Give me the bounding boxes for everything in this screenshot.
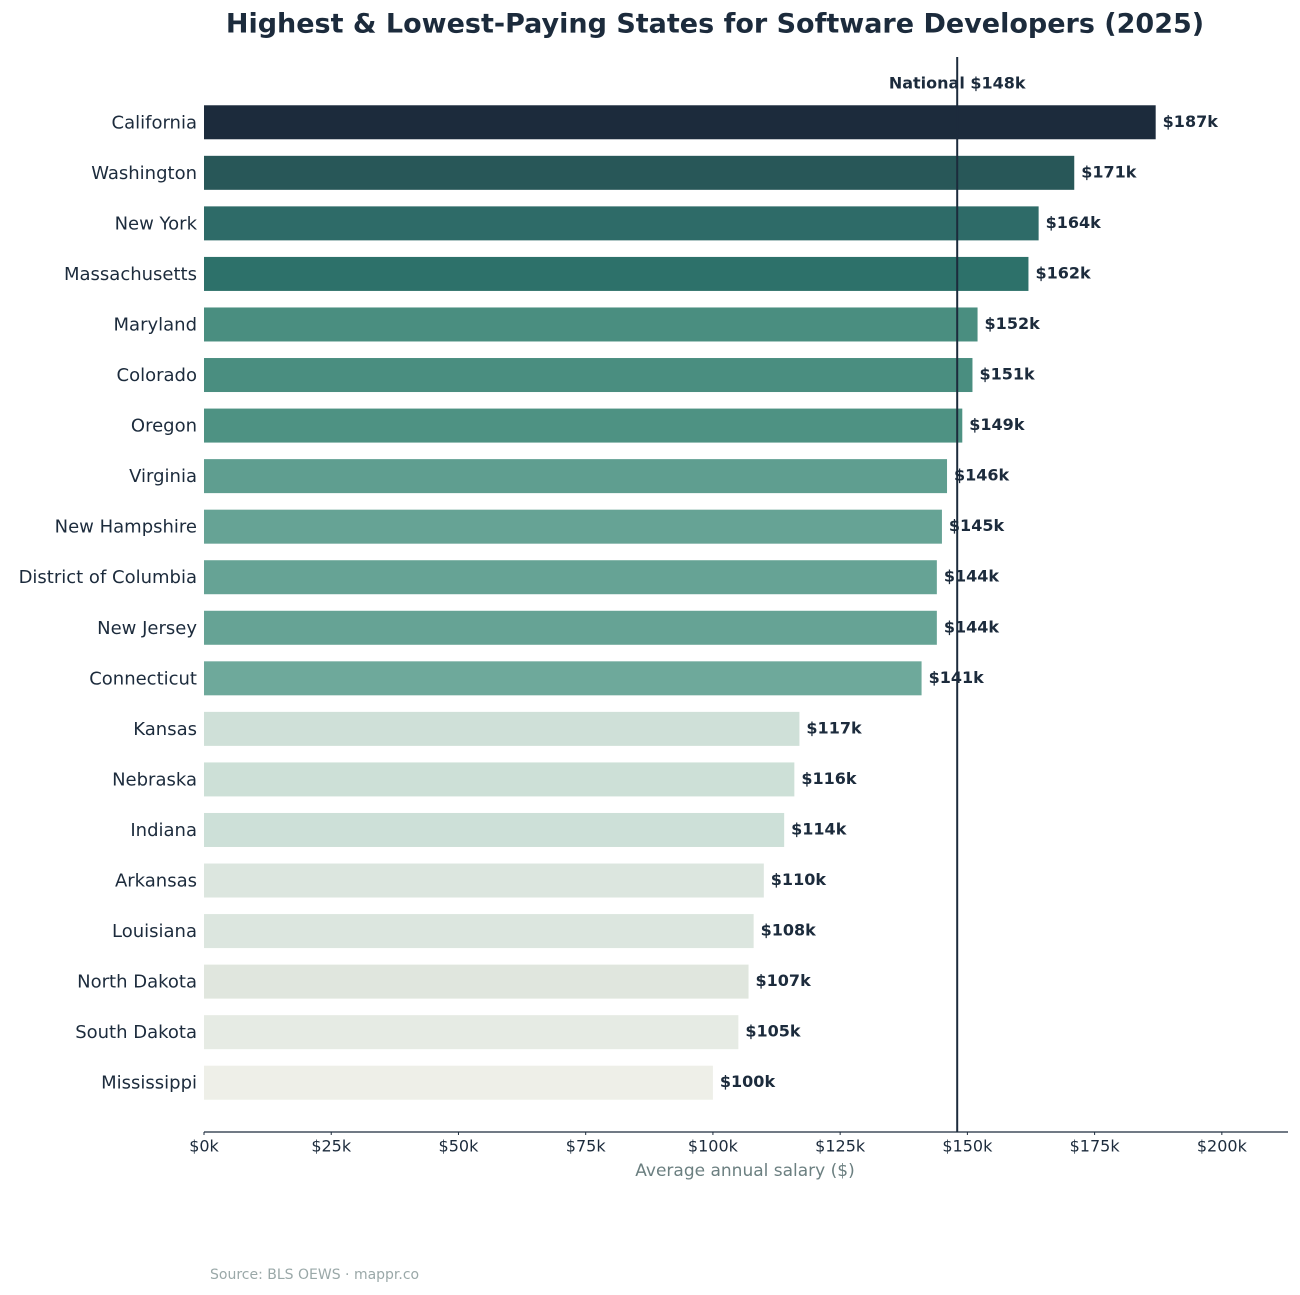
value-label: $144k xyxy=(944,617,1000,636)
reference-label: National $148k xyxy=(889,74,1026,93)
value-label: $114k xyxy=(791,819,847,838)
category-label: South Dakota xyxy=(75,1022,197,1043)
value-label: $100k xyxy=(720,1072,776,1091)
value-label: $187k xyxy=(1163,112,1219,131)
bar xyxy=(204,358,973,393)
bar xyxy=(204,863,764,898)
x-tick-label: $125k xyxy=(815,1137,866,1156)
x-tick-label: $200k xyxy=(1197,1137,1248,1156)
value-label: $105k xyxy=(745,1022,801,1041)
category-label: Massachusetts xyxy=(64,264,197,285)
source-note: Source: BLS OEWS · mappr.co xyxy=(210,1267,419,1283)
bar xyxy=(204,509,942,544)
category-label: Oregon xyxy=(131,416,197,437)
value-label: $107k xyxy=(756,971,812,990)
bar xyxy=(204,105,1156,140)
x-axis-label: Average annual salary ($) xyxy=(635,1161,854,1181)
category-label: Arkansas xyxy=(115,871,197,892)
bar xyxy=(204,1015,739,1050)
x-tick-label: $50k xyxy=(439,1137,480,1156)
category-label: Nebraska xyxy=(112,769,197,790)
x-tick-label: $150k xyxy=(942,1137,993,1156)
bar xyxy=(204,1065,713,1100)
category-label: Washington xyxy=(91,163,197,184)
category-label: New York xyxy=(115,213,198,234)
bar xyxy=(204,711,800,746)
category-label: Indiana xyxy=(130,820,197,841)
value-label: $116k xyxy=(801,769,857,788)
bar xyxy=(204,964,749,999)
category-label: Connecticut xyxy=(89,668,197,689)
bar xyxy=(204,155,1075,190)
bar xyxy=(204,307,978,342)
category-label: Mississippi xyxy=(101,1073,197,1094)
value-label: $149k xyxy=(969,415,1025,434)
bar xyxy=(204,762,795,797)
value-label: $164k xyxy=(1046,213,1102,232)
category-label: Colorado xyxy=(117,365,197,386)
value-label: $144k xyxy=(944,567,1000,586)
x-tick-label: $75k xyxy=(566,1137,607,1156)
value-label: $162k xyxy=(1035,263,1091,282)
value-label: $146k xyxy=(954,466,1010,485)
category-label: Louisiana xyxy=(112,921,197,942)
bar xyxy=(204,206,1039,241)
bar xyxy=(204,610,937,645)
x-tick-label: $0k xyxy=(189,1137,219,1156)
category-label: Virginia xyxy=(129,466,197,487)
bar xyxy=(204,560,937,595)
chart-title: Highest & Lowest-Paying States for Softw… xyxy=(226,9,1204,40)
category-label: New Jersey xyxy=(97,618,197,639)
x-tick-label: $25k xyxy=(311,1137,352,1156)
value-label: $110k xyxy=(771,870,827,889)
value-label: $117k xyxy=(806,718,862,737)
bar xyxy=(204,459,948,494)
value-label: $108k xyxy=(761,921,817,940)
bar xyxy=(204,408,963,443)
category-label: New Hampshire xyxy=(55,517,197,538)
bar xyxy=(204,914,754,949)
category-label: Kansas xyxy=(133,719,197,740)
x-tick-label: $100k xyxy=(688,1137,739,1156)
value-label: $145k xyxy=(949,516,1005,535)
value-label: $151k xyxy=(979,365,1035,384)
bar xyxy=(204,812,785,847)
bar xyxy=(204,256,1029,291)
category-label: District of Columbia xyxy=(19,567,197,588)
category-label: Maryland xyxy=(114,314,197,335)
bar xyxy=(204,661,922,696)
category-label: California xyxy=(112,112,197,133)
value-label: $171k xyxy=(1081,162,1137,181)
category-label: North Dakota xyxy=(77,972,197,993)
value-label: $152k xyxy=(985,314,1041,333)
x-tick-label: $175k xyxy=(1070,1137,1121,1156)
